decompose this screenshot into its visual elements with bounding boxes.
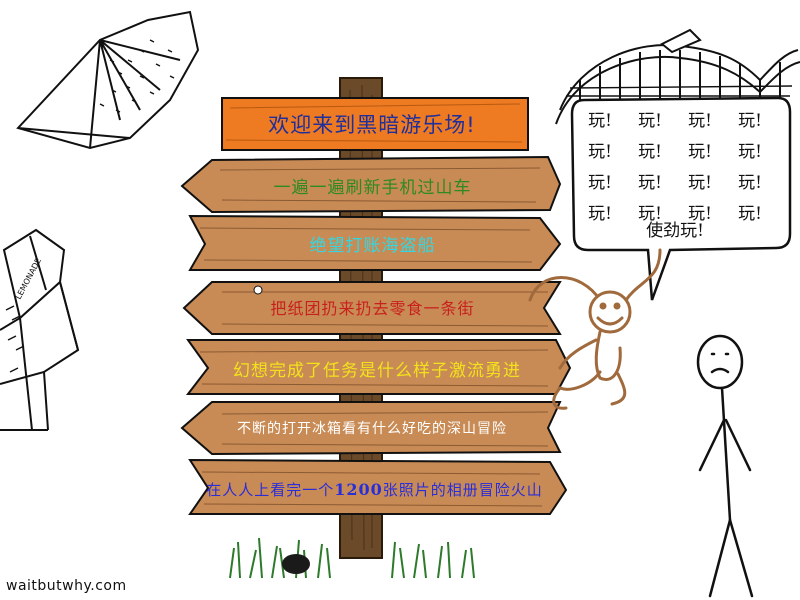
bubble-word: 玩! <box>688 204 712 224</box>
bubble-word: 玩! <box>638 173 662 193</box>
bubble-word: 玩! <box>588 111 612 131</box>
sign-label-part: 张照片的相册冒险火山 <box>382 480 543 499</box>
bubble-word: 玩! <box>738 173 762 193</box>
sign-5-board <box>180 401 562 456</box>
sign-3-board <box>182 281 562 335</box>
bubble-word: 玩! <box>638 142 662 162</box>
bubble-text-grid: 玩! 玩! 玩! 玩! 玩! 玩! 玩! 玩! 玩! 玩! 玩! 玩! 玩! 玩! 玩! 玩! <box>575 106 775 224</box>
bubble-word: 玩! <box>688 111 712 131</box>
roller-coaster-icon <box>555 28 800 125</box>
title-board <box>221 97 529 151</box>
stick-figure-icon <box>696 334 754 598</box>
bubble-word: 玩! <box>588 173 612 193</box>
bubble-word: 玩! <box>738 111 762 131</box>
bubble-final-text: 使劲玩! <box>646 221 704 241</box>
wood-grain <box>199 167 549 507</box>
sign-label: 不断的打开冰箱看有什么好吃的深山冒险 <box>237 421 507 437</box>
sign-label: 绝望打账海盗船 <box>309 235 436 256</box>
bubble-word: 玩! <box>738 142 762 162</box>
bubble-word: 玩! <box>588 142 612 162</box>
title-sign-text: 欢迎来到黑暗游乐场! <box>268 113 476 137</box>
bubble-word: 玩! <box>588 204 612 224</box>
sign-label: 一遍一遍刷新手机过山车 <box>273 177 472 198</box>
sign-label-part: 在人人上看完一个 <box>206 480 335 499</box>
sign-label: 把纸团扔来扔去零食一条街 <box>270 299 475 318</box>
sign-label: 幻想完成了任务是什么样子激流勇进 <box>233 360 521 381</box>
speech-bubble <box>570 96 792 301</box>
watermelon-slice-icon <box>16 10 200 150</box>
wood-signs <box>180 155 572 515</box>
bubble-word: 玩! <box>688 142 712 162</box>
sign-label: 在人人上看完一个 1200 张照片的相册冒险火山 <box>192 466 557 512</box>
bubble-word: 玩! <box>738 204 762 224</box>
watermark: waitbutwhy.com <box>6 578 127 594</box>
bubble-word: 玩! <box>638 111 662 131</box>
monkey-icon <box>528 248 662 410</box>
photo-count: 1200 <box>334 479 383 499</box>
lemonade-carton-icon <box>0 228 80 431</box>
bubble-word: 玩! <box>638 204 662 224</box>
turtle-icon <box>282 554 310 574</box>
bubble-word: 玩! <box>688 173 712 193</box>
sign-1-board <box>180 155 562 214</box>
